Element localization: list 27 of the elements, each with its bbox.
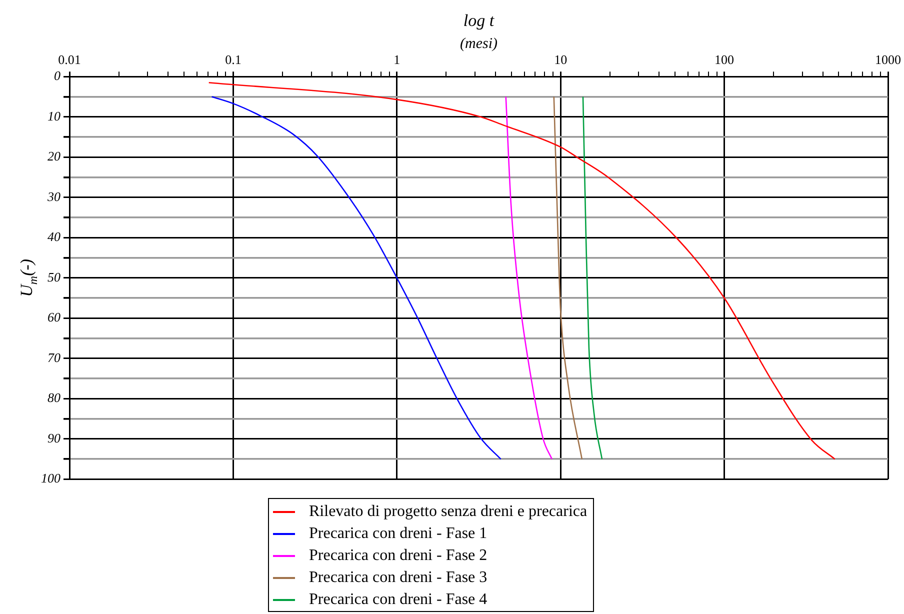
y-tick-label: 30 (46, 188, 61, 204)
y-tick-label: 90 (48, 430, 61, 446)
line-series (582, 96, 603, 460)
y-tick-label: 50 (48, 269, 61, 284)
y-tick-label: 0 (54, 68, 61, 84)
y-axis-title: Um(-) (17, 258, 40, 297)
x-tick-label: 1000 (875, 52, 901, 68)
x-tick-label: 100 (714, 52, 734, 68)
y-tick-label: 10 (48, 108, 61, 124)
x-tick-label: 0.01 (58, 52, 81, 68)
x-tick-label: 1 (394, 52, 400, 68)
legend-label: Rilevato di progetto senza dreni e precarica (309, 502, 588, 522)
legend-label: Precarica con dreni - Fase 1 (309, 524, 488, 544)
chart-title: log t (463, 11, 496, 30)
y-tick-label: 20 (48, 148, 61, 164)
legend-label: Precarica con dreni - Fase 4 (309, 590, 488, 610)
line-series (553, 96, 583, 460)
y-tick-label: 60 (48, 310, 61, 325)
y-tick-label: 80 (48, 390, 61, 406)
legend-label: Precarica con dreni - Fase 2 (309, 546, 488, 566)
legend-label: Precarica con dreni - Fase 3 (309, 568, 488, 588)
y-tick-label: 100 (41, 470, 61, 486)
x-tick-label: 10 (554, 52, 568, 68)
y-tick-label: 40 (48, 229, 61, 244)
x-tick-label: 0.1 (225, 52, 242, 68)
chart-subtitle: (mesi) (460, 36, 498, 52)
y-tick-label: 70 (48, 350, 61, 365)
